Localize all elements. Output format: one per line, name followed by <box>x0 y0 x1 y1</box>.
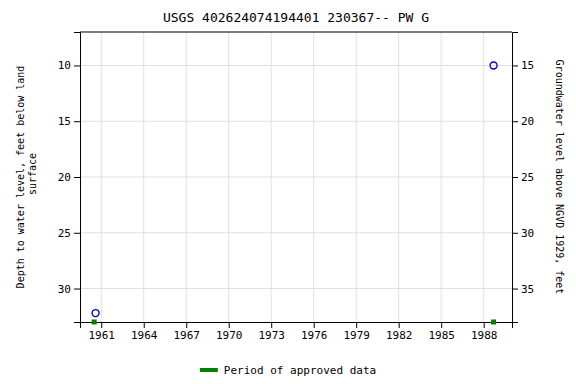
axis: 15 20 25 30 35 <box>512 33 534 323</box>
tick-mark <box>101 322 102 328</box>
tick: 25 <box>58 227 80 240</box>
axis-line <box>513 33 519 323</box>
axis-line <box>74 33 81 323</box>
tick-label: 15 <box>58 115 71 128</box>
tick-label: 15 <box>521 59 534 72</box>
tick: 20 <box>58 171 80 184</box>
title: USGS 402624074194401 230367-- PW G <box>163 10 429 25</box>
tick: 1985 <box>428 322 455 342</box>
tick: 35 <box>512 283 534 296</box>
tick: 20 <box>512 115 534 128</box>
tick: 10 <box>58 59 80 72</box>
tick-label: 1985 <box>428 329 455 342</box>
point <box>491 320 496 325</box>
tick: 1973 <box>258 322 285 342</box>
axis-title: Groundwater level above NGVD 1929, feet <box>554 60 565 295</box>
grid-line <box>80 121 512 122</box>
tick-mark <box>74 177 80 178</box>
tick-mark <box>271 322 272 328</box>
series <box>92 320 496 325</box>
tick-mark <box>484 322 485 328</box>
tick-mark <box>512 289 518 290</box>
frame-line <box>80 32 512 33</box>
tick-mark <box>441 322 442 328</box>
tick-label: 35 <box>521 283 534 296</box>
tick-mark <box>74 233 80 234</box>
tick-label: 25 <box>58 227 71 240</box>
grid-line <box>80 288 512 289</box>
tick: 1979 <box>343 322 370 342</box>
tick-label: 1961 <box>88 329 115 342</box>
tick: 1970 <box>216 322 243 342</box>
tick: 30 <box>512 227 534 240</box>
tick: 1976 <box>301 322 328 342</box>
tick-mark <box>512 177 518 178</box>
tick-mark <box>356 322 357 328</box>
plot: 1961 1964 1967 1970 1973 1976 1979 1982 1985 1988… <box>58 32 535 342</box>
tick-mark <box>399 322 400 328</box>
tick-label: 1970 <box>216 329 243 342</box>
tick-label: 1973 <box>258 329 285 342</box>
tick-mark <box>512 65 518 66</box>
tick-label: 30 <box>521 227 534 240</box>
legend-label: Period of approved data <box>224 364 376 377</box>
tick: 15 <box>58 115 80 128</box>
tick-mark <box>74 289 80 290</box>
tick: 1988 <box>471 322 498 342</box>
grid-line <box>80 232 512 233</box>
tick-mark <box>512 233 518 234</box>
tick-label: 20 <box>521 115 534 128</box>
tick: 1961 <box>88 322 115 342</box>
tick-label: 1976 <box>301 329 328 342</box>
grid-line <box>80 65 512 66</box>
grid-line <box>80 177 512 178</box>
tick-label: 1964 <box>131 329 158 342</box>
tick: 15 <box>512 59 534 72</box>
tick-mark <box>512 121 518 122</box>
tick-mark <box>144 322 145 328</box>
tick-label: 25 <box>521 171 534 184</box>
tick-mark <box>74 121 80 122</box>
tick: 30 <box>58 283 80 296</box>
axis-title-line: surface <box>27 153 38 201</box>
tick-mark <box>186 322 187 328</box>
legend: Period of approved data <box>200 364 376 377</box>
axis: 1961 1964 1967 1970 1973 1976 1979 1982 1985 1988 <box>81 322 513 342</box>
tick-label: 1982 <box>386 329 413 342</box>
tick-label: 30 <box>58 283 71 296</box>
tick: 1982 <box>386 322 413 342</box>
chart: 1961 1964 1967 1970 1973 1976 1979 1982 1985 1988… <box>0 0 576 384</box>
tick-label: 20 <box>58 171 71 184</box>
tick: 25 <box>512 171 534 184</box>
axis-title: Depth to water level, feet below land su… <box>15 66 38 289</box>
tick: 1967 <box>173 322 200 342</box>
tick-mark <box>229 322 230 328</box>
tick-label: 10 <box>58 59 71 72</box>
tick-label: 1979 <box>343 329 370 342</box>
tick-label: 1988 <box>471 329 498 342</box>
grid <box>80 32 512 322</box>
point <box>92 320 97 325</box>
axis-title-line: Depth to water level, feet below land <box>15 66 26 289</box>
point <box>92 310 99 317</box>
tick-label: 1967 <box>173 329 200 342</box>
tick: 1964 <box>131 322 158 342</box>
axis: 10 15 20 25 30 <box>58 33 81 323</box>
axis-line <box>81 323 513 329</box>
tick-mark <box>314 322 315 328</box>
legend-swatch <box>200 368 218 372</box>
series <box>92 62 497 317</box>
legend-item: Period of approved data <box>200 364 376 377</box>
tick-mark <box>74 65 80 66</box>
point <box>490 62 497 69</box>
